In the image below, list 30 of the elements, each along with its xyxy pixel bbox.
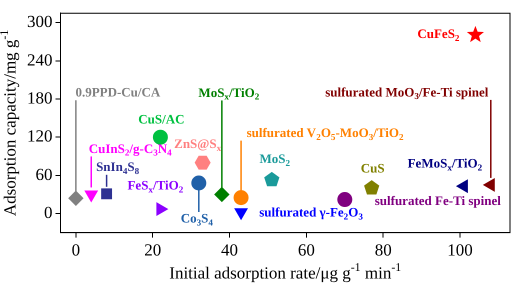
point [194, 156, 211, 170]
y-tick-label: 0 [44, 202, 52, 222]
point [152, 130, 168, 145]
point [483, 178, 495, 192]
text: 0.9PPD-Cu/CA [75, 84, 161, 100]
x-tick-label: 40 [221, 240, 238, 260]
point [191, 175, 206, 190]
point [466, 26, 484, 42]
x-tick-label: 0 [72, 240, 80, 260]
point [68, 190, 84, 206]
point [364, 180, 380, 195]
y-tick-label: 240 [27, 50, 52, 70]
y-tick-label: 180 [27, 88, 52, 108]
y-tick-label: 120 [27, 126, 52, 146]
point [264, 172, 280, 186]
point [456, 180, 468, 193]
x-tick-label: 80 [374, 240, 392, 260]
x-tick-label: 20 [144, 240, 162, 260]
point [337, 192, 352, 208]
y-tick-label: 60 [36, 164, 52, 184]
series-label: sulfurated Fe-Ti spinel [374, 192, 502, 208]
x-tick-label: 100 [447, 240, 473, 260]
point [234, 190, 249, 206]
point [214, 186, 230, 202]
y-tick-label: 300 [27, 12, 52, 32]
point [101, 188, 112, 200]
y-axis-title: Adsorption capacity/mg g-1 [0, 30, 20, 216]
x-tick-label: 60 [298, 240, 315, 260]
series-label: CuS/AC [138, 112, 185, 127]
series-label: CuS [360, 160, 385, 176]
